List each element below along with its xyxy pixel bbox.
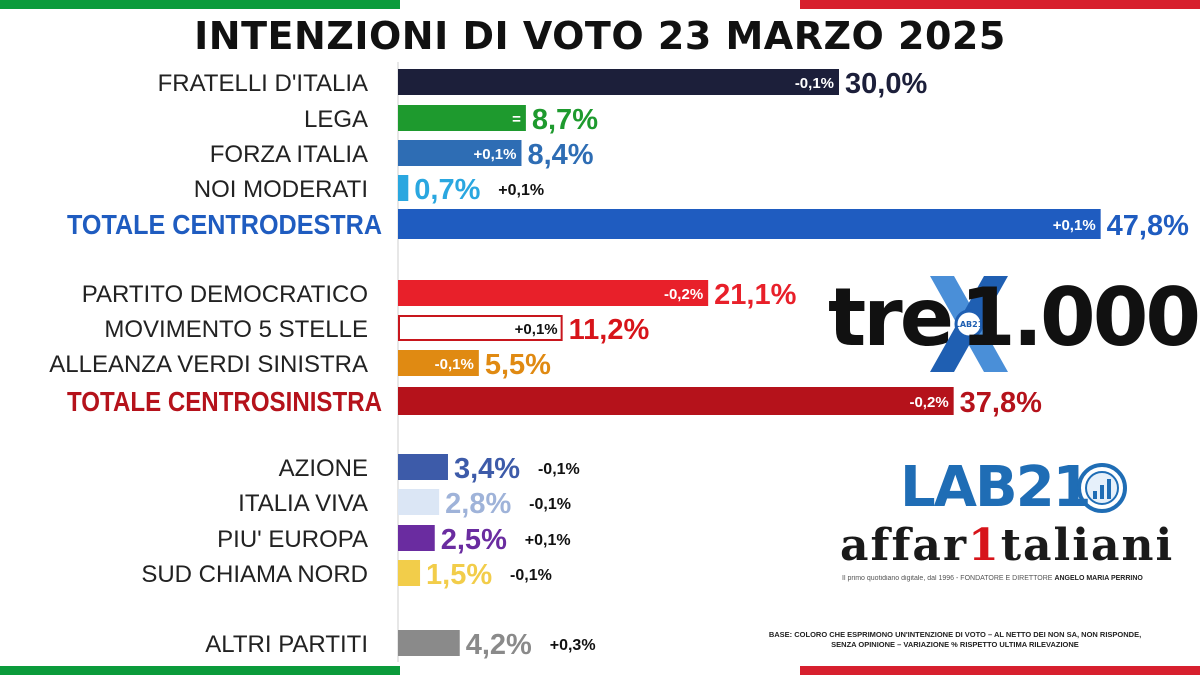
value-label: 47,8% [1107,210,1189,242]
affaritaliani-logo: affar1taliani [840,520,1172,575]
affari-part-2: taliani [1000,520,1175,571]
brand-tagline: Il primo quotidiano digitale, dal 1996 -… [842,575,1172,582]
category-label: PIU' EUROPA [217,526,368,553]
lab21-bars-icon [1077,463,1127,513]
logo-tre-text: tre [828,271,954,364]
tagline-prefix: Il primo quotidiano digitale, dal 1996 -… [842,575,1053,582]
value-label: 30,0% [845,68,927,100]
change-label: -0,1% [510,567,552,584]
category-label: ALTRI PARTITI [205,631,368,658]
footnote: BASE: COLORO CHE ESPRIMONO UN'INTENZIONE… [768,630,1142,649]
change-label: +0,1% [525,532,571,549]
value-label: 21,1% [714,279,796,311]
bar [398,454,448,480]
flag-white [400,0,800,9]
value-label: 1,5% [426,559,492,591]
value-label: 8,4% [527,139,593,171]
flag-red [800,0,1200,9]
category-label: ITALIA VIVA [238,490,368,517]
value-label: 3,4% [454,453,520,485]
x-mark-icon: LAB21 [930,276,1008,372]
value-label: 5,5% [485,349,551,381]
flag-red [800,666,1200,675]
bar [398,387,954,415]
change-label: -0,1% [538,461,580,478]
value-label: 2,5% [441,524,507,556]
logo-1000-text: 1.000 [960,271,1200,364]
category-label: NOI MODERATI [194,176,368,203]
bar [398,315,563,341]
category-label: FORZA ITALIA [210,141,368,168]
x-badge-text: LAB21 [955,320,984,329]
bar [398,209,1101,239]
category-label: AZIONE [279,455,368,482]
flag-strip-top [0,0,1200,9]
bar [398,350,479,376]
change-label: -0,2% [909,394,948,411]
change-label: +0,1% [498,182,544,199]
value-label: 11,2% [569,314,650,346]
category-label: SUD CHIAMA NORD [141,561,368,588]
category-label: MOVIMENTO 5 STELLE [104,316,368,343]
bar [398,630,460,656]
affari-part-1: affar [840,520,969,571]
value-label: 4,2% [466,629,532,661]
change-label: +0,1% [474,146,517,163]
flag-white [400,666,800,675]
bar [398,140,522,166]
page-title: INTENZIONI DI VOTO 23 MARZO 2025 [194,14,1006,58]
flag-green [0,666,400,675]
category-label: PARTITO DEMOCRATICO [82,281,368,308]
bar [398,489,440,515]
tre-x-1000-logo: tre LAB21 1.000 [826,268,1200,378]
bar [398,69,839,95]
bar [398,280,709,306]
category-label: ALLEANZA VERDI SINISTRA [49,351,368,378]
change-label: -0,1% [435,356,474,373]
category-label: TOTALE CENTRODESTRA [67,209,382,240]
category-label: TOTALE CENTROSINISTRA [67,386,382,417]
value-label: 0,7% [414,174,480,206]
change-label: +0,1% [1053,217,1096,234]
flag-green [0,0,400,9]
value-label: 8,7% [532,104,598,136]
change-label: -0,2% [664,286,703,303]
change-label: -0,1% [795,75,834,92]
change-label: +0,3% [550,637,596,654]
bar [398,105,526,131]
category-label: FRATELLI D'ITALIA [158,70,368,97]
category-label: LEGA [304,106,368,133]
value-label: 37,8% [960,387,1042,419]
bar [398,175,409,201]
change-label: = [512,111,521,128]
bar [398,560,421,586]
affari-red-one: 1 [968,520,1001,571]
change-label: +0,1% [515,321,558,338]
lab21-text: LAB21 [900,455,1092,520]
lab21-logo: LAB21 [900,455,1140,525]
bar [398,525,435,551]
affaritaliani-wordmark: affar1taliani [840,520,1172,572]
value-label: 2,8% [445,488,511,520]
change-label: -0,1% [529,496,571,513]
tagline-name: ANGELO MARIA PERRINO [1054,575,1143,582]
flag-strip-bottom [0,666,1200,675]
